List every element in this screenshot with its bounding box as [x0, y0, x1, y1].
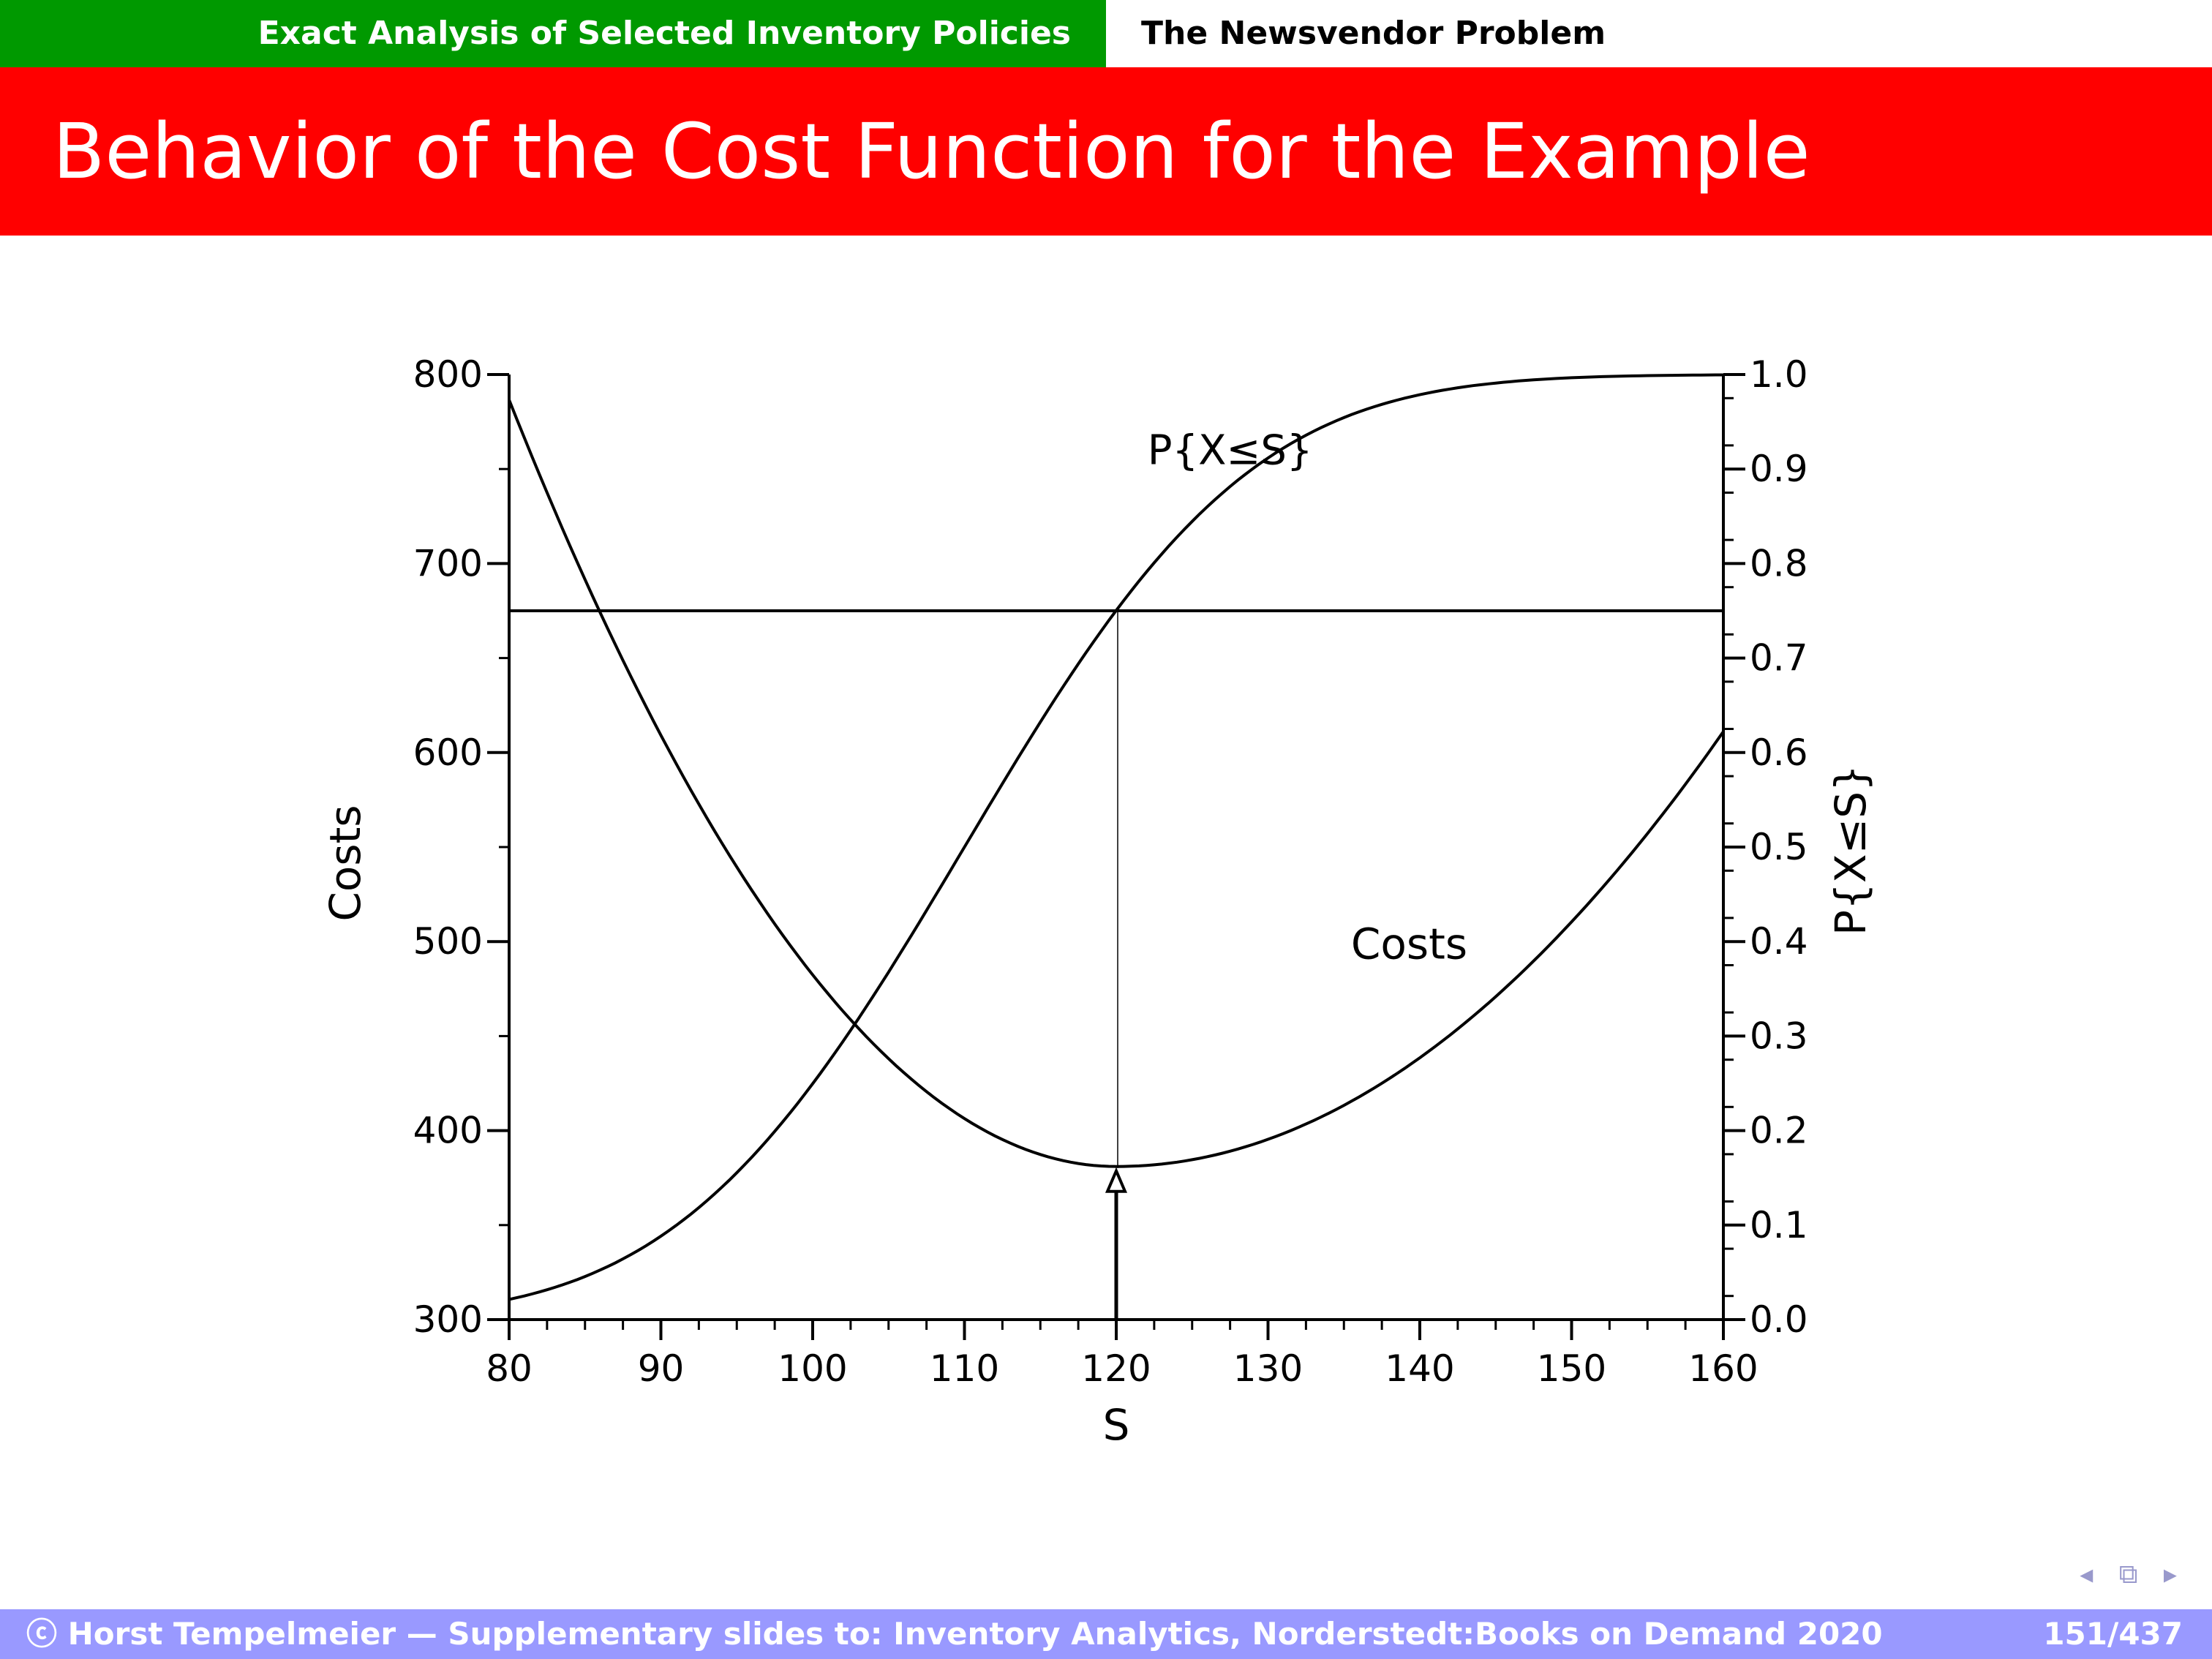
x-tick-label: 130: [1233, 1347, 1303, 1390]
y2-tick-label: 0.2: [1750, 1110, 1808, 1152]
probability-curve: [508, 373, 1723, 1301]
chart-series: [508, 373, 1725, 1301]
chart-ticks: 80 90 100 110 120 130 140 150 160 300 400 500 600 700…: [413, 353, 1808, 1390]
title-bar: Behavior of the Cost Function for the Ex…: [0, 67, 2212, 236]
y2-tick-label: 0.0: [1750, 1298, 1808, 1341]
optimum-arrow-head: [1105, 1167, 1128, 1193]
section-label-right[interactable]: The Newsvendor Problem: [1141, 15, 1606, 52]
y2-tick-label: 0.4: [1750, 920, 1808, 963]
y2-tick-label: 0.8: [1750, 542, 1808, 584]
footer-page-number: 151/437: [2043, 1616, 2183, 1652]
x-tick-label: 140: [1385, 1347, 1454, 1390]
y2-tick-label: 0.7: [1750, 637, 1808, 680]
x-tick-label: 100: [778, 1347, 847, 1390]
x-tick-label: 90: [638, 1347, 685, 1390]
x-axis-label: S: [1103, 1400, 1130, 1450]
x-tick-label: 150: [1537, 1347, 1606, 1390]
y2-tick-label: 0.5: [1750, 826, 1808, 868]
y-axis-label: Costs: [320, 805, 370, 921]
y-tick-label: 500: [413, 920, 483, 963]
y2-tick-label: 0.6: [1750, 731, 1808, 774]
cost-function-chart: 80 90 100 110 120 130 140 150 160 300 400 500 600 700…: [320, 353, 1876, 1450]
annotation-probability: P{X≤S}: [1148, 427, 1313, 475]
costs-curve: [508, 399, 1725, 1168]
chart-overlays: [509, 609, 1723, 1320]
footer-bar: ⓒ Horst Tempelmeier — Supplementary slid…: [0, 1609, 2212, 1659]
chart-labels: S Costs P{X≤S} P{X≤S} Costs: [320, 427, 1876, 1450]
slide-navigation[interactable]: ◂ ⧉ ▸: [2080, 1560, 2186, 1590]
section-label-left[interactable]: Exact Analysis of Selected Inventory Pol…: [0, 0, 1106, 67]
y2-tick-label: 0.1: [1750, 1204, 1808, 1246]
annotation-costs: Costs: [1351, 919, 1467, 968]
x-tick-label: 80: [486, 1347, 533, 1390]
footer-copyright: ⓒ Horst Tempelmeier — Supplementary slid…: [26, 1616, 1883, 1652]
y-tick-label: 800: [413, 353, 483, 396]
y2-tick-label: 0.9: [1750, 448, 1808, 490]
slide-title: Behavior of the Cost Function for the Ex…: [53, 107, 1810, 196]
y-tick-label: 400: [413, 1110, 483, 1152]
y2-tick-label: 1.0: [1750, 353, 1808, 396]
y2-tick-label: 0.3: [1750, 1015, 1808, 1057]
x-tick-label: 120: [1081, 1347, 1151, 1390]
x-tick-label: 110: [930, 1347, 999, 1390]
y-tick-label: 300: [413, 1298, 483, 1341]
section-header-bar: Exact Analysis of Selected Inventory Pol…: [0, 0, 2212, 67]
y2-axis-label: P{X≤S}: [1826, 764, 1876, 936]
x-tick-label: 160: [1688, 1347, 1758, 1390]
y-tick-label: 600: [413, 731, 483, 774]
y-tick-label: 700: [413, 542, 483, 584]
